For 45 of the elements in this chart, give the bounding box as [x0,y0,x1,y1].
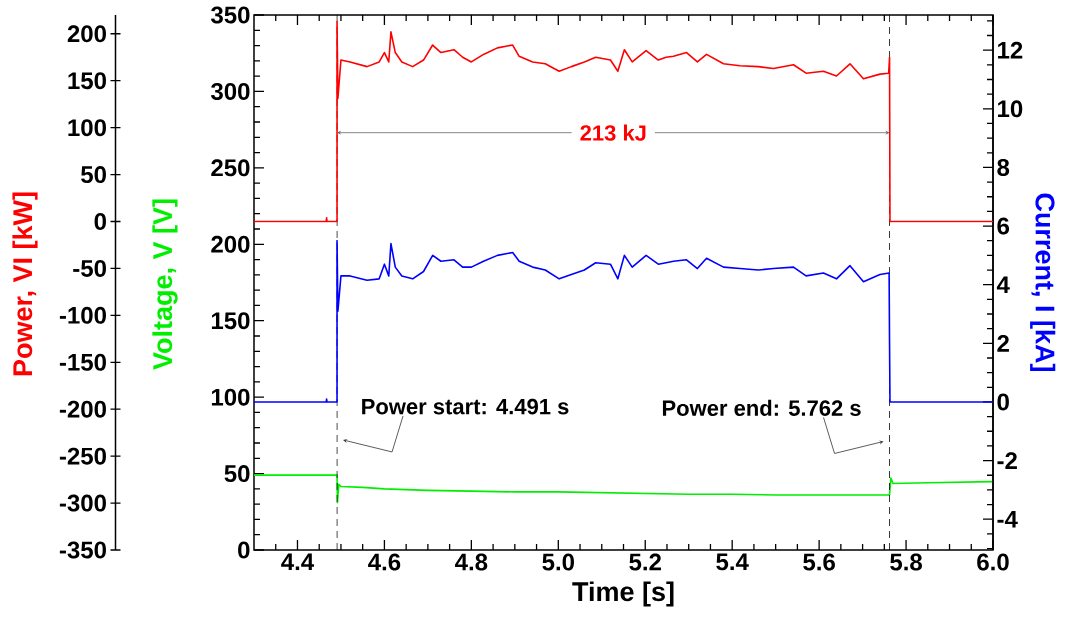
y3-tick-label: -100 [59,306,106,324]
x-tick-label: 6.0 [977,553,1009,571]
annotation: 213 kJ [580,124,646,141]
y2-tick-label: 0 [997,393,1009,411]
x-tick-label: 5.2 [629,553,661,571]
y2-tick-label: 10 [998,100,1023,118]
x-tick-label: 4.8 [455,553,488,571]
y3-axis-title: Power, VI [kW] [12,192,38,376]
y3-tick-label: -50 [73,259,106,277]
y-tick-label: 200 [211,235,250,253]
y2-tick-label: -2 [997,452,1017,469]
x-axis-title: Time [s] [572,581,674,607]
y-tick-label: 300 [210,82,250,100]
x-tick-label: 5.4 [716,553,749,571]
y-tick-label: 150 [211,312,250,330]
y2-tick-label: 8 [997,158,1010,176]
y-tick-label: 100 [211,388,250,406]
annotation: Power start: 4.491 s [362,398,569,415]
y-tick-label: 350 [210,6,250,24]
x-tick-label: 5.6 [803,553,835,571]
y2-tick-label: 6 [997,217,1010,235]
y3-tick-label: -250 [59,447,106,465]
y3-tick-label: 0 [94,213,106,230]
x-tick-label: 4.4 [281,553,315,571]
y-tick-label: 250 [211,159,250,177]
y-axis-title: Voltage, V [V] [152,199,178,370]
y2-tick-label: 12 [998,41,1023,59]
y-tick-label: 50 [224,465,250,483]
y3-tick-label: -350 [59,541,106,559]
y2-tick-label: -4 [997,510,1018,528]
y3-tick-label: -300 [59,494,106,512]
annotation: Power end: 5.762 s [662,399,861,416]
y3-tick-label: -150 [59,353,106,371]
y3-tick-label: 150 [68,72,106,90]
y3-tick-label: 100 [68,119,106,137]
y3-tick-label: 200 [67,25,106,43]
y2-tick-label: 2 [997,334,1009,352]
y-tick-label: 0 [238,541,250,559]
y2-tick-label: 4 [996,276,1010,293]
y3-tick-label: -200 [59,400,106,418]
x-tick-label: 5.8 [890,553,923,571]
x-tick-label: 5.0 [542,553,574,571]
y3-tick-label: 50 [81,166,106,184]
x-tick-label: 4.6 [368,553,401,571]
y2-axis-title: Current, I [kA] [1030,193,1056,371]
